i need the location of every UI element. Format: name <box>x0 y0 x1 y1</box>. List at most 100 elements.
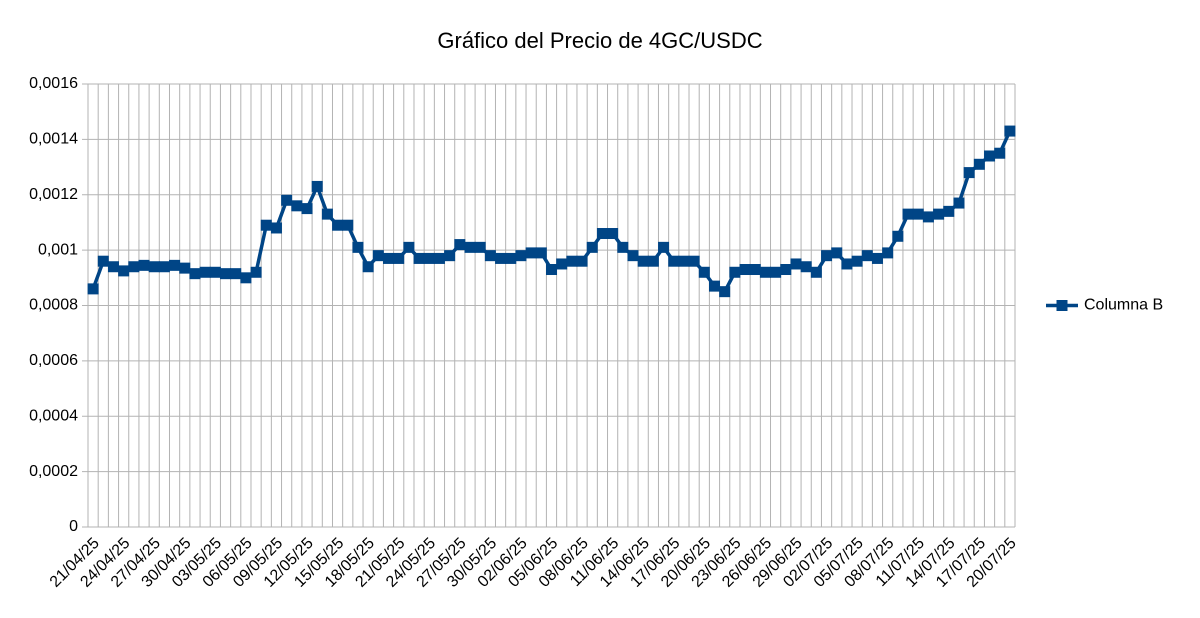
series-marker <box>260 219 272 231</box>
series-marker <box>179 262 191 274</box>
series-marker <box>719 286 731 298</box>
series-marker <box>984 150 996 162</box>
series-marker <box>158 261 170 273</box>
series-marker <box>841 258 853 270</box>
series-marker <box>729 266 741 278</box>
series-marker <box>698 266 710 278</box>
series-marker <box>658 241 670 253</box>
series-marker <box>250 266 262 278</box>
series-marker <box>97 255 109 267</box>
series-marker <box>423 252 435 264</box>
series-marker <box>230 268 242 280</box>
series-marker <box>668 255 680 267</box>
series-marker <box>525 247 537 259</box>
series-marker <box>128 261 140 273</box>
series-marker <box>433 252 445 264</box>
series-marker <box>505 252 517 264</box>
series-marker <box>148 261 160 273</box>
series-marker <box>617 241 629 253</box>
series-marker <box>1004 125 1016 137</box>
series-marker <box>831 247 843 259</box>
series-marker <box>464 241 476 253</box>
series-marker <box>586 241 598 253</box>
series-marker <box>902 208 914 220</box>
series-marker <box>393 252 405 264</box>
series-marker <box>973 158 985 170</box>
y-tick-label: 0,0016 <box>29 75 78 92</box>
chart-title: Gráfico del Precio de 4GC/USDC <box>437 28 762 53</box>
y-tick-label: 0,0008 <box>29 297 78 314</box>
series-marker <box>749 264 761 276</box>
series-marker <box>352 241 364 253</box>
series-marker <box>87 283 99 295</box>
series-marker <box>321 208 333 220</box>
series-marker <box>484 250 496 262</box>
series-marker <box>647 255 659 267</box>
series-marker <box>413 252 425 264</box>
series-marker <box>546 264 557 276</box>
series-marker <box>953 197 965 209</box>
legend-marker <box>1056 300 1068 311</box>
series-marker <box>912 208 924 220</box>
series-marker <box>922 211 934 223</box>
series-marker <box>281 194 293 206</box>
series-marker <box>861 250 873 262</box>
series-marker <box>556 258 568 270</box>
series-marker <box>790 258 802 270</box>
series-marker <box>403 241 415 253</box>
series-marker <box>118 265 130 277</box>
series-marker <box>576 255 588 267</box>
series-marker <box>454 239 466 251</box>
series-marker <box>607 228 619 240</box>
series-marker <box>270 222 282 234</box>
series-marker <box>708 280 720 292</box>
series-marker <box>688 255 700 267</box>
series-marker <box>800 261 812 273</box>
series-marker <box>759 266 771 278</box>
series-marker <box>566 255 578 267</box>
y-tick-label: 0,0002 <box>29 463 78 480</box>
series-marker <box>372 250 384 262</box>
y-tick-label: 0,0012 <box>29 186 78 203</box>
series-marker <box>821 250 833 262</box>
y-tick-label: 0,0014 <box>29 131 78 148</box>
y-tick-label: 0 <box>69 518 78 535</box>
series-marker <box>291 200 303 212</box>
series-marker <box>933 208 945 220</box>
series-marker <box>301 203 313 215</box>
series-marker <box>963 167 975 179</box>
series-marker <box>994 147 1006 159</box>
series-marker <box>209 266 221 278</box>
series-marker <box>770 266 782 278</box>
legend-label: Columna B <box>1084 297 1163 314</box>
series-marker <box>739 264 751 276</box>
series-marker <box>311 180 323 192</box>
y-tick-label: 0,0006 <box>29 352 78 369</box>
series-marker <box>342 219 354 231</box>
series-marker <box>189 268 201 280</box>
series-marker <box>138 259 150 271</box>
series-marker <box>383 252 395 264</box>
series-marker <box>627 250 639 262</box>
series-marker <box>810 266 822 278</box>
series-marker <box>444 250 456 262</box>
series-marker <box>515 250 527 262</box>
series-marker <box>220 268 232 280</box>
series-marker <box>780 264 792 276</box>
series-marker <box>169 259 181 271</box>
series-marker <box>474 241 486 253</box>
series-marker <box>107 261 119 273</box>
series-marker <box>332 219 344 231</box>
series-marker <box>240 272 252 284</box>
series-marker <box>199 266 211 278</box>
series-marker <box>871 252 883 264</box>
series-marker <box>851 255 863 267</box>
series-marker <box>596 228 608 240</box>
series-marker <box>362 261 374 273</box>
series-marker <box>535 247 547 259</box>
series-marker <box>943 205 955 217</box>
series-marker <box>678 255 690 267</box>
y-tick-label: 0,0004 <box>29 407 78 424</box>
